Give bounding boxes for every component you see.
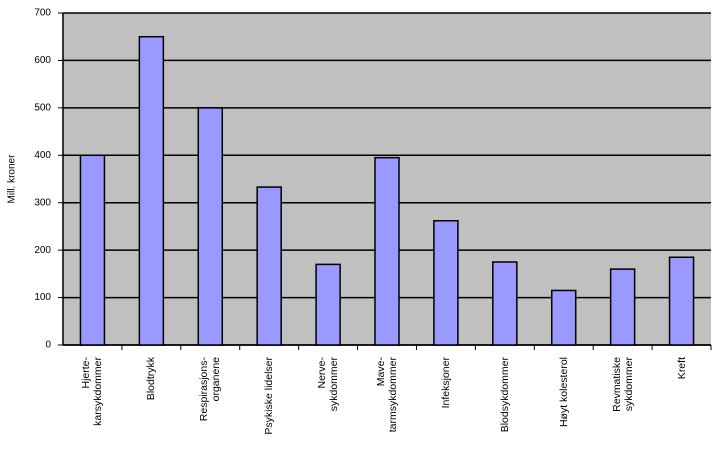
bar xyxy=(256,186,282,346)
x-tick-label: Kreft xyxy=(675,357,688,380)
bar xyxy=(79,154,106,346)
bar xyxy=(609,268,636,346)
bar xyxy=(433,219,459,346)
y-tick-label: 400 xyxy=(34,150,51,161)
x-tick-label: Høyt kolesterol xyxy=(557,357,570,428)
bar xyxy=(138,35,165,346)
y-tick-label: 500 xyxy=(34,102,51,113)
y-tick-label: 300 xyxy=(34,197,51,208)
bar xyxy=(492,261,518,346)
bar xyxy=(550,289,577,346)
bar xyxy=(315,263,341,346)
x-tick-label: Nerve- sykdommer xyxy=(316,357,341,412)
x-tick-label: Respirasjons- organene xyxy=(198,357,223,422)
y-tick-label: 100 xyxy=(34,292,51,303)
y-tick-label: 0 xyxy=(45,340,51,351)
y-axis-label: Mill. kroner xyxy=(7,154,18,204)
bar xyxy=(668,256,695,346)
x-tick-label: Blodsykdommer xyxy=(498,357,511,433)
bar xyxy=(374,156,400,346)
y-tick-label: 200 xyxy=(34,245,51,256)
x-tick-label: Mave- tarmsykdommer xyxy=(375,357,399,433)
x-tick-label: Blodtrykk xyxy=(145,357,158,401)
x-tick-label: Psykiske lidelser xyxy=(263,357,276,435)
bar xyxy=(197,107,224,346)
x-tick-label: Revmatiske sykdommer xyxy=(610,357,635,412)
y-tick-label: 700 xyxy=(34,8,51,19)
x-tick-label: Hjerte- karsykdommer xyxy=(80,357,105,426)
x-tick-label: Infeksjoner xyxy=(439,357,452,409)
y-tick-label: 600 xyxy=(34,55,51,66)
